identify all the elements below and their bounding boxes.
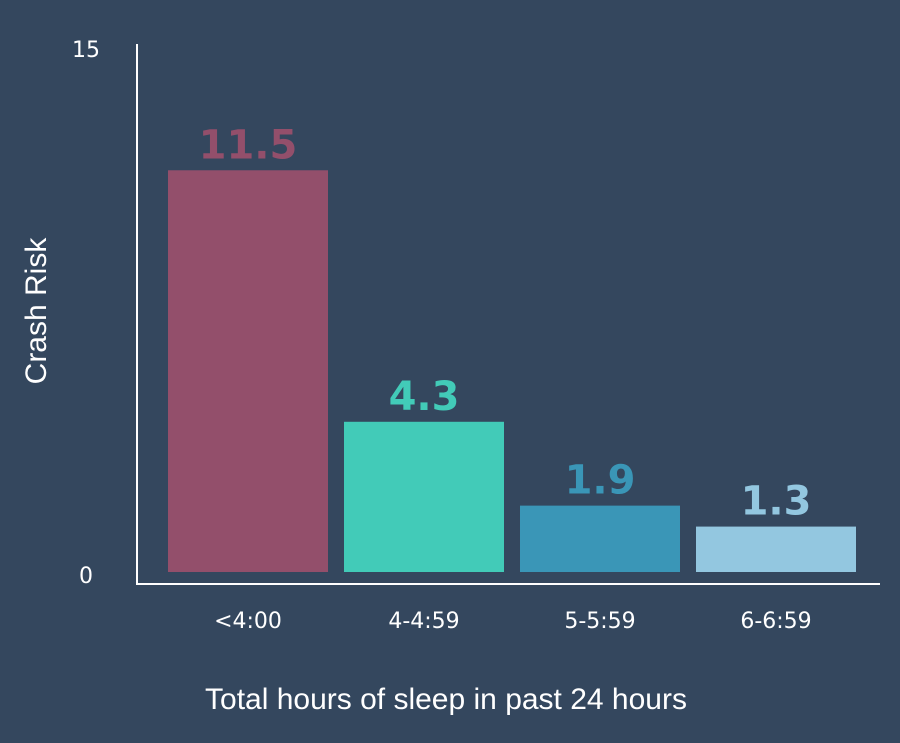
x-tick-label: 5-5:59	[564, 609, 635, 634]
y-tick-labels: 0 15	[72, 38, 100, 589]
bar-value-label: 1.9	[565, 458, 636, 504]
bar	[344, 421, 504, 572]
y-tick-label: 15	[72, 38, 100, 63]
y-axis-title: Crash Risk	[20, 237, 53, 385]
bar-value-label: 1.3	[741, 479, 812, 525]
y-tick-label: 0	[79, 564, 93, 589]
chart-marks: 11.5 4.3 1.9 1.3	[168, 122, 856, 572]
bar-value-label: 4.3	[389, 374, 460, 420]
bar	[696, 526, 856, 572]
bar	[520, 505, 680, 572]
x-tick-label: <4:00	[214, 609, 282, 634]
x-tick-label: 4-4:59	[388, 609, 459, 634]
x-tick-labels: <4:00 4-4:59 5-5:59 6-6:59	[214, 609, 812, 634]
bar-value-label: 11.5	[199, 122, 298, 168]
x-axis-title: Total hours of sleep in past 24 hours	[205, 683, 687, 716]
x-tick-label: 6-6:59	[740, 609, 811, 634]
bar	[168, 170, 328, 572]
